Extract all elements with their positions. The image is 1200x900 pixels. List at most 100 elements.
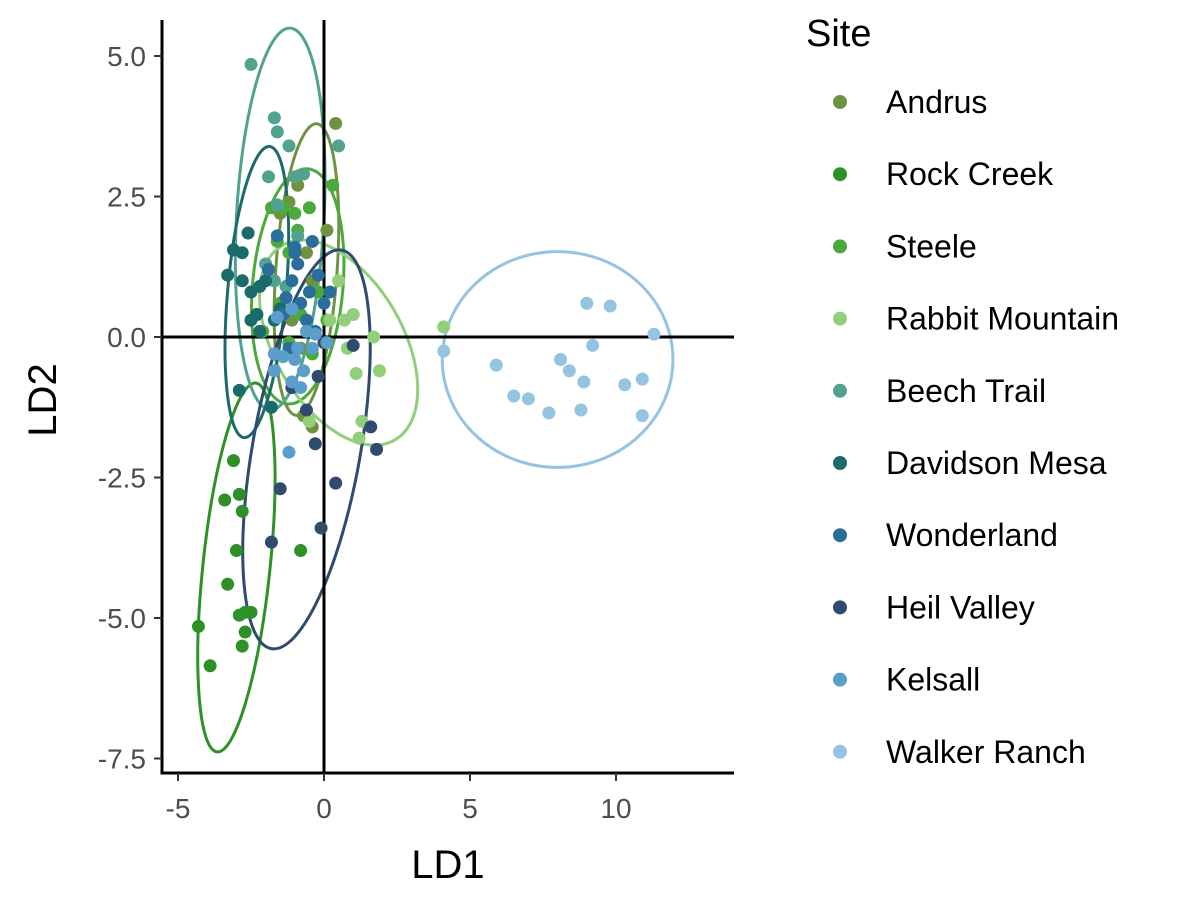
y-tick-label: -7.5 — [98, 744, 146, 775]
point-davidson-mesa — [244, 285, 258, 299]
point-walker-ranch — [542, 406, 556, 420]
point-wonderland — [302, 285, 316, 299]
point-heil-valley — [370, 442, 384, 456]
point-andrus — [320, 223, 334, 237]
point-walker-ranch — [635, 372, 649, 386]
point-walker-ranch — [437, 344, 451, 358]
point-steele — [302, 201, 316, 215]
point-wonderland — [291, 257, 305, 271]
point-rock-creek — [203, 659, 217, 673]
y-tick-label: 2.5 — [107, 182, 146, 213]
point-rock-creek — [191, 619, 205, 633]
y-tick-label: -2.5 — [98, 463, 146, 494]
point-wonderland — [270, 229, 284, 243]
point-beech-trail — [291, 229, 305, 243]
point-rock-creek — [218, 493, 232, 507]
point-walker-ranch — [507, 389, 521, 403]
legend-label-rock-creek: Rock Creek — [886, 156, 1054, 192]
point-kelsall — [267, 347, 281, 361]
point-steele — [326, 178, 340, 192]
point-walker-ranch — [635, 409, 649, 423]
point-walker-ranch — [521, 392, 535, 406]
legend-label-kelsall: Kelsall — [886, 662, 980, 698]
point-walker-ranch — [618, 378, 632, 392]
point-walker-ranch — [603, 299, 617, 313]
point-davidson-mesa — [221, 268, 235, 282]
legend: Site Andrus Rock Creek Steele Rabbit Mounta… — [806, 13, 1119, 770]
point-andrus — [299, 246, 313, 260]
ellipse-walker-ranch — [440, 250, 675, 469]
x-tick-label: 10 — [600, 793, 631, 824]
point-rabbit-mountain — [323, 313, 337, 327]
point-andrus — [329, 116, 343, 130]
point-kelsall — [288, 352, 302, 366]
point-kelsall — [308, 327, 322, 341]
point-rabbit-mountain — [337, 313, 351, 327]
x-tick-label: -5 — [166, 793, 191, 824]
point-heil-valley — [299, 403, 313, 417]
legend-key-beech-trail — [833, 383, 847, 398]
ellipse-steele — [249, 167, 346, 406]
point-walker-ranch — [586, 338, 600, 352]
point-kelsall — [305, 341, 319, 355]
point-rock-creek — [294, 544, 308, 558]
legend-label-wonderland: Wonderland — [886, 517, 1058, 553]
point-wonderland — [285, 274, 299, 288]
y-axis-title: LD2 — [21, 363, 65, 436]
point-walker-ranch — [577, 375, 591, 389]
point-rabbit-mountain — [367, 330, 381, 344]
point-rabbit-mountain — [349, 367, 363, 381]
point-beech-trail — [270, 198, 284, 212]
point-kelsall — [297, 364, 311, 378]
point-davidson-mesa — [235, 274, 249, 288]
legend-key-wonderland — [833, 528, 847, 543]
point-rock-creek — [235, 639, 249, 653]
point-rock-creek — [221, 577, 235, 591]
point-beech-trail — [332, 139, 346, 153]
point-davidson-mesa — [253, 324, 267, 338]
legend-key-rabbit-mountain — [833, 311, 847, 326]
legend-label-rabbit-mountain: Rabbit Mountain — [886, 301, 1119, 337]
point-kelsall — [267, 364, 281, 378]
point-walker-ranch — [580, 296, 594, 310]
ellipse-rock-creek — [196, 381, 277, 754]
point-steele — [288, 206, 302, 220]
point-wonderland — [311, 268, 325, 282]
point-rock-creek — [229, 544, 243, 558]
point-walker-ranch — [574, 403, 588, 417]
point-rock-creek — [232, 608, 246, 622]
point-heil-valley — [364, 420, 378, 434]
point-wonderland — [288, 246, 302, 260]
legend-key-walker-ranch — [833, 744, 847, 759]
legend-key-davidson-mesa — [833, 456, 847, 470]
point-beech-trail — [297, 167, 311, 181]
point-wonderland — [299, 313, 313, 327]
point-rabbit-mountain — [352, 431, 366, 445]
point-davidson-mesa — [244, 313, 258, 327]
point-rabbit-mountain — [302, 414, 316, 428]
data-points — [191, 57, 661, 673]
y-tick-label: 0.0 — [107, 322, 146, 353]
point-walker-ranch — [562, 364, 576, 378]
point-heil-valley — [346, 338, 360, 352]
point-kelsall — [294, 381, 308, 395]
legend-label-walker-ranch: Walker Ranch — [886, 734, 1086, 770]
point-walker-ranch — [554, 352, 568, 366]
point-rock-creek — [238, 625, 252, 639]
legend-key-kelsall — [833, 672, 847, 687]
point-rock-creek — [235, 504, 249, 518]
point-heil-valley — [273, 482, 287, 496]
point-kelsall — [282, 445, 296, 459]
x-axis-title: LD1 — [411, 843, 484, 887]
point-rock-creek — [232, 487, 246, 501]
ellipse-andrus — [272, 122, 341, 417]
x-tick-label: 0 — [316, 793, 332, 824]
point-rabbit-mountain — [332, 274, 346, 288]
point-davidson-mesa — [259, 274, 273, 288]
point-kelsall — [285, 302, 299, 316]
legend-title: Site — [806, 13, 871, 55]
point-davidson-mesa — [232, 383, 246, 397]
point-heil-valley — [308, 437, 322, 451]
legend-label-steele: Steele — [886, 228, 977, 264]
